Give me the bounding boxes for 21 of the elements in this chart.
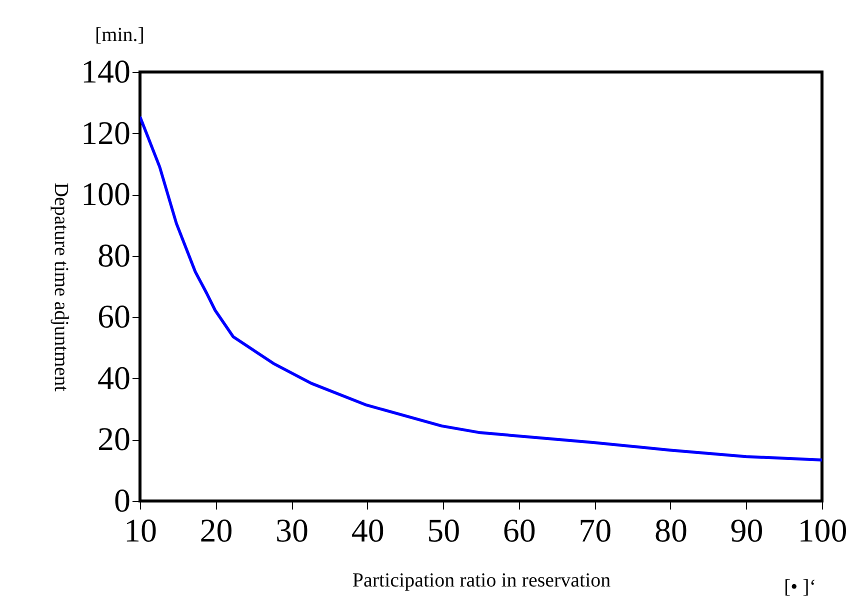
x-tick-label: 70 xyxy=(578,514,612,550)
line-series xyxy=(140,115,822,462)
y-tick-label: 120 xyxy=(81,116,130,152)
x-tick-label: 100 xyxy=(798,514,848,550)
x-tick-label: 30 xyxy=(276,514,309,550)
y-tick-label: 80 xyxy=(98,238,130,274)
y-tick-label: 20 xyxy=(98,422,130,458)
y-tick-label: 140 xyxy=(81,54,130,90)
text: [min.] xyxy=(95,24,144,46)
y-tick-label: 100 xyxy=(81,177,130,214)
x-tick-label: 50 xyxy=(427,514,460,550)
x-axis-title: Participation ratio in reservation xyxy=(352,570,611,592)
y-axis-title: Depature time adjuntment xyxy=(50,182,72,392)
y-tick-label: 60 xyxy=(98,300,130,336)
y-tick-label: 40 xyxy=(98,360,130,397)
x-tick-label: 20 xyxy=(200,514,233,550)
x-tick-label: 80 xyxy=(654,514,688,550)
text: [• ]‘ xyxy=(784,576,816,598)
x-tick-label: 40 xyxy=(351,514,384,550)
x-tick-label: 90 xyxy=(730,514,764,550)
x-tick-label: 60 xyxy=(502,514,536,550)
